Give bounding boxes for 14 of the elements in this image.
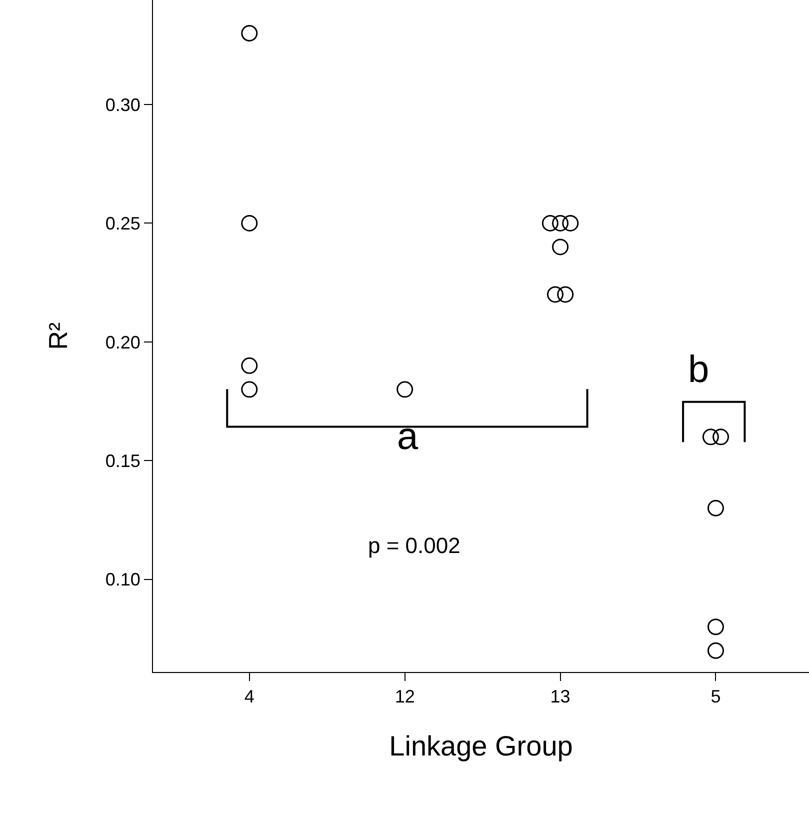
- y-tick-label: 0.10: [105, 570, 140, 590]
- x-tick-label: 13: [550, 686, 570, 707]
- annotation: p = 0.002: [368, 533, 460, 558]
- y-tick-label: 0.25: [105, 214, 140, 234]
- y-axis-title: R²: [42, 322, 73, 350]
- annotation: a: [397, 416, 419, 458]
- y-tick-label: 0.30: [105, 94, 140, 115]
- y-tick-label: 0.20: [105, 332, 140, 352]
- x-tick-label: 4: [244, 686, 254, 707]
- x-tick-label: 5: [710, 686, 721, 707]
- y-tick-label: 0.15: [105, 450, 140, 471]
- x-axis-title: Linkage Group: [389, 730, 573, 762]
- annotation: b: [688, 349, 710, 391]
- x-tick-label: 12: [394, 686, 415, 707]
